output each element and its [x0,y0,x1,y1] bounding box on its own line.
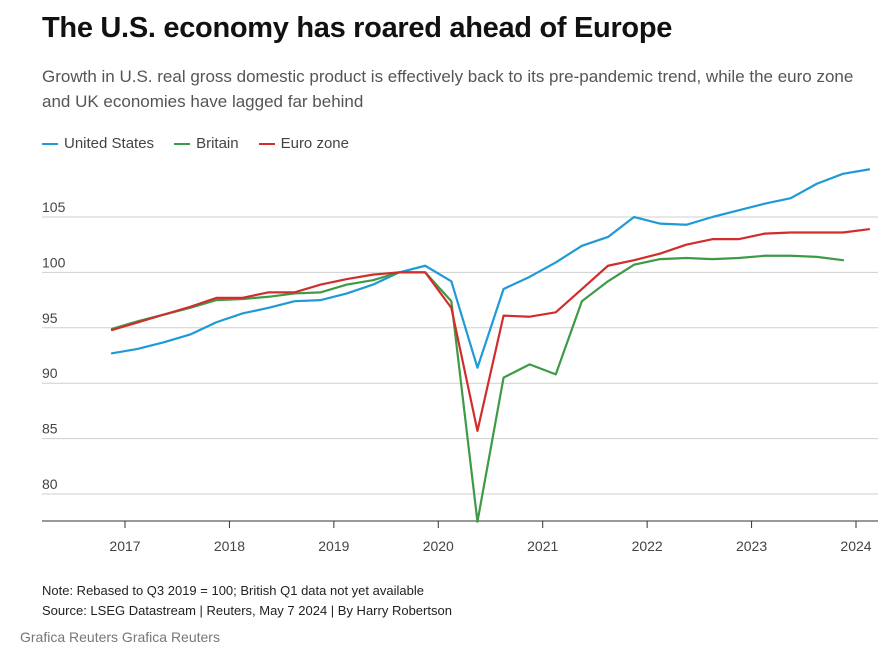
y-axis-tick-labels: 80 85 90 95 100 105 [42,199,66,492]
legend-item-euro-zone: Euro zone [258,135,349,152]
y-tick-label-105: 105 [42,199,66,215]
x-tick-label-2017: 2017 [109,538,140,554]
y-tick-label-95: 95 [42,310,58,326]
legend-label-euro-zone: Euro zone [280,135,349,152]
chart-credit: Grafica Reuters Grafica Reuters [20,629,220,645]
legend-label-britain: Britain [196,135,239,152]
chart-note: Note: Rebased to Q3 2019 = 100; British … [42,583,424,598]
legend-label-united-states: United States [64,135,155,152]
series-line-united-states [110,168,871,369]
x-tick-label-2021: 2021 [527,538,558,554]
x-tick-label-2019: 2019 [318,538,349,554]
chart-source: Source: LSEG Datastream | Reuters, May 7… [42,603,452,618]
legend-swatch-britain [174,142,191,145]
legend-item-united-states: United States [42,135,154,152]
y-tick-label-80: 80 [42,476,58,492]
legend-swatch-united-states [42,142,58,145]
y-tick-label-90: 90 [42,365,58,381]
chart-subtitle: Growth in U.S. real gross domestic produ… [42,67,854,111]
y-tick-label-85: 85 [42,421,58,437]
x-axis: 2017 2018 2019 2020 2021 2022 2023 2024 [42,520,878,554]
x-tick-label-2022: 2022 [632,538,663,554]
x-tick-label-2024: 2024 [840,538,871,554]
chart-title: The U.S. economy has roared ahead of Eur… [42,12,673,44]
chart-legend: United States Britain Euro zone [42,135,349,152]
y-tick-label-100: 100 [42,254,66,270]
series-layer [110,168,871,523]
grid-layer [42,216,878,495]
series-line-britain [110,254,845,523]
x-tick-label-2023: 2023 [736,538,767,554]
legend-item-britain: Britain [174,135,239,152]
series-line-euro-zone [110,228,871,432]
x-tick-label-2018: 2018 [214,538,245,554]
legend-swatch-euro-zone [258,142,275,145]
x-tick-label-2020: 2020 [423,538,454,554]
